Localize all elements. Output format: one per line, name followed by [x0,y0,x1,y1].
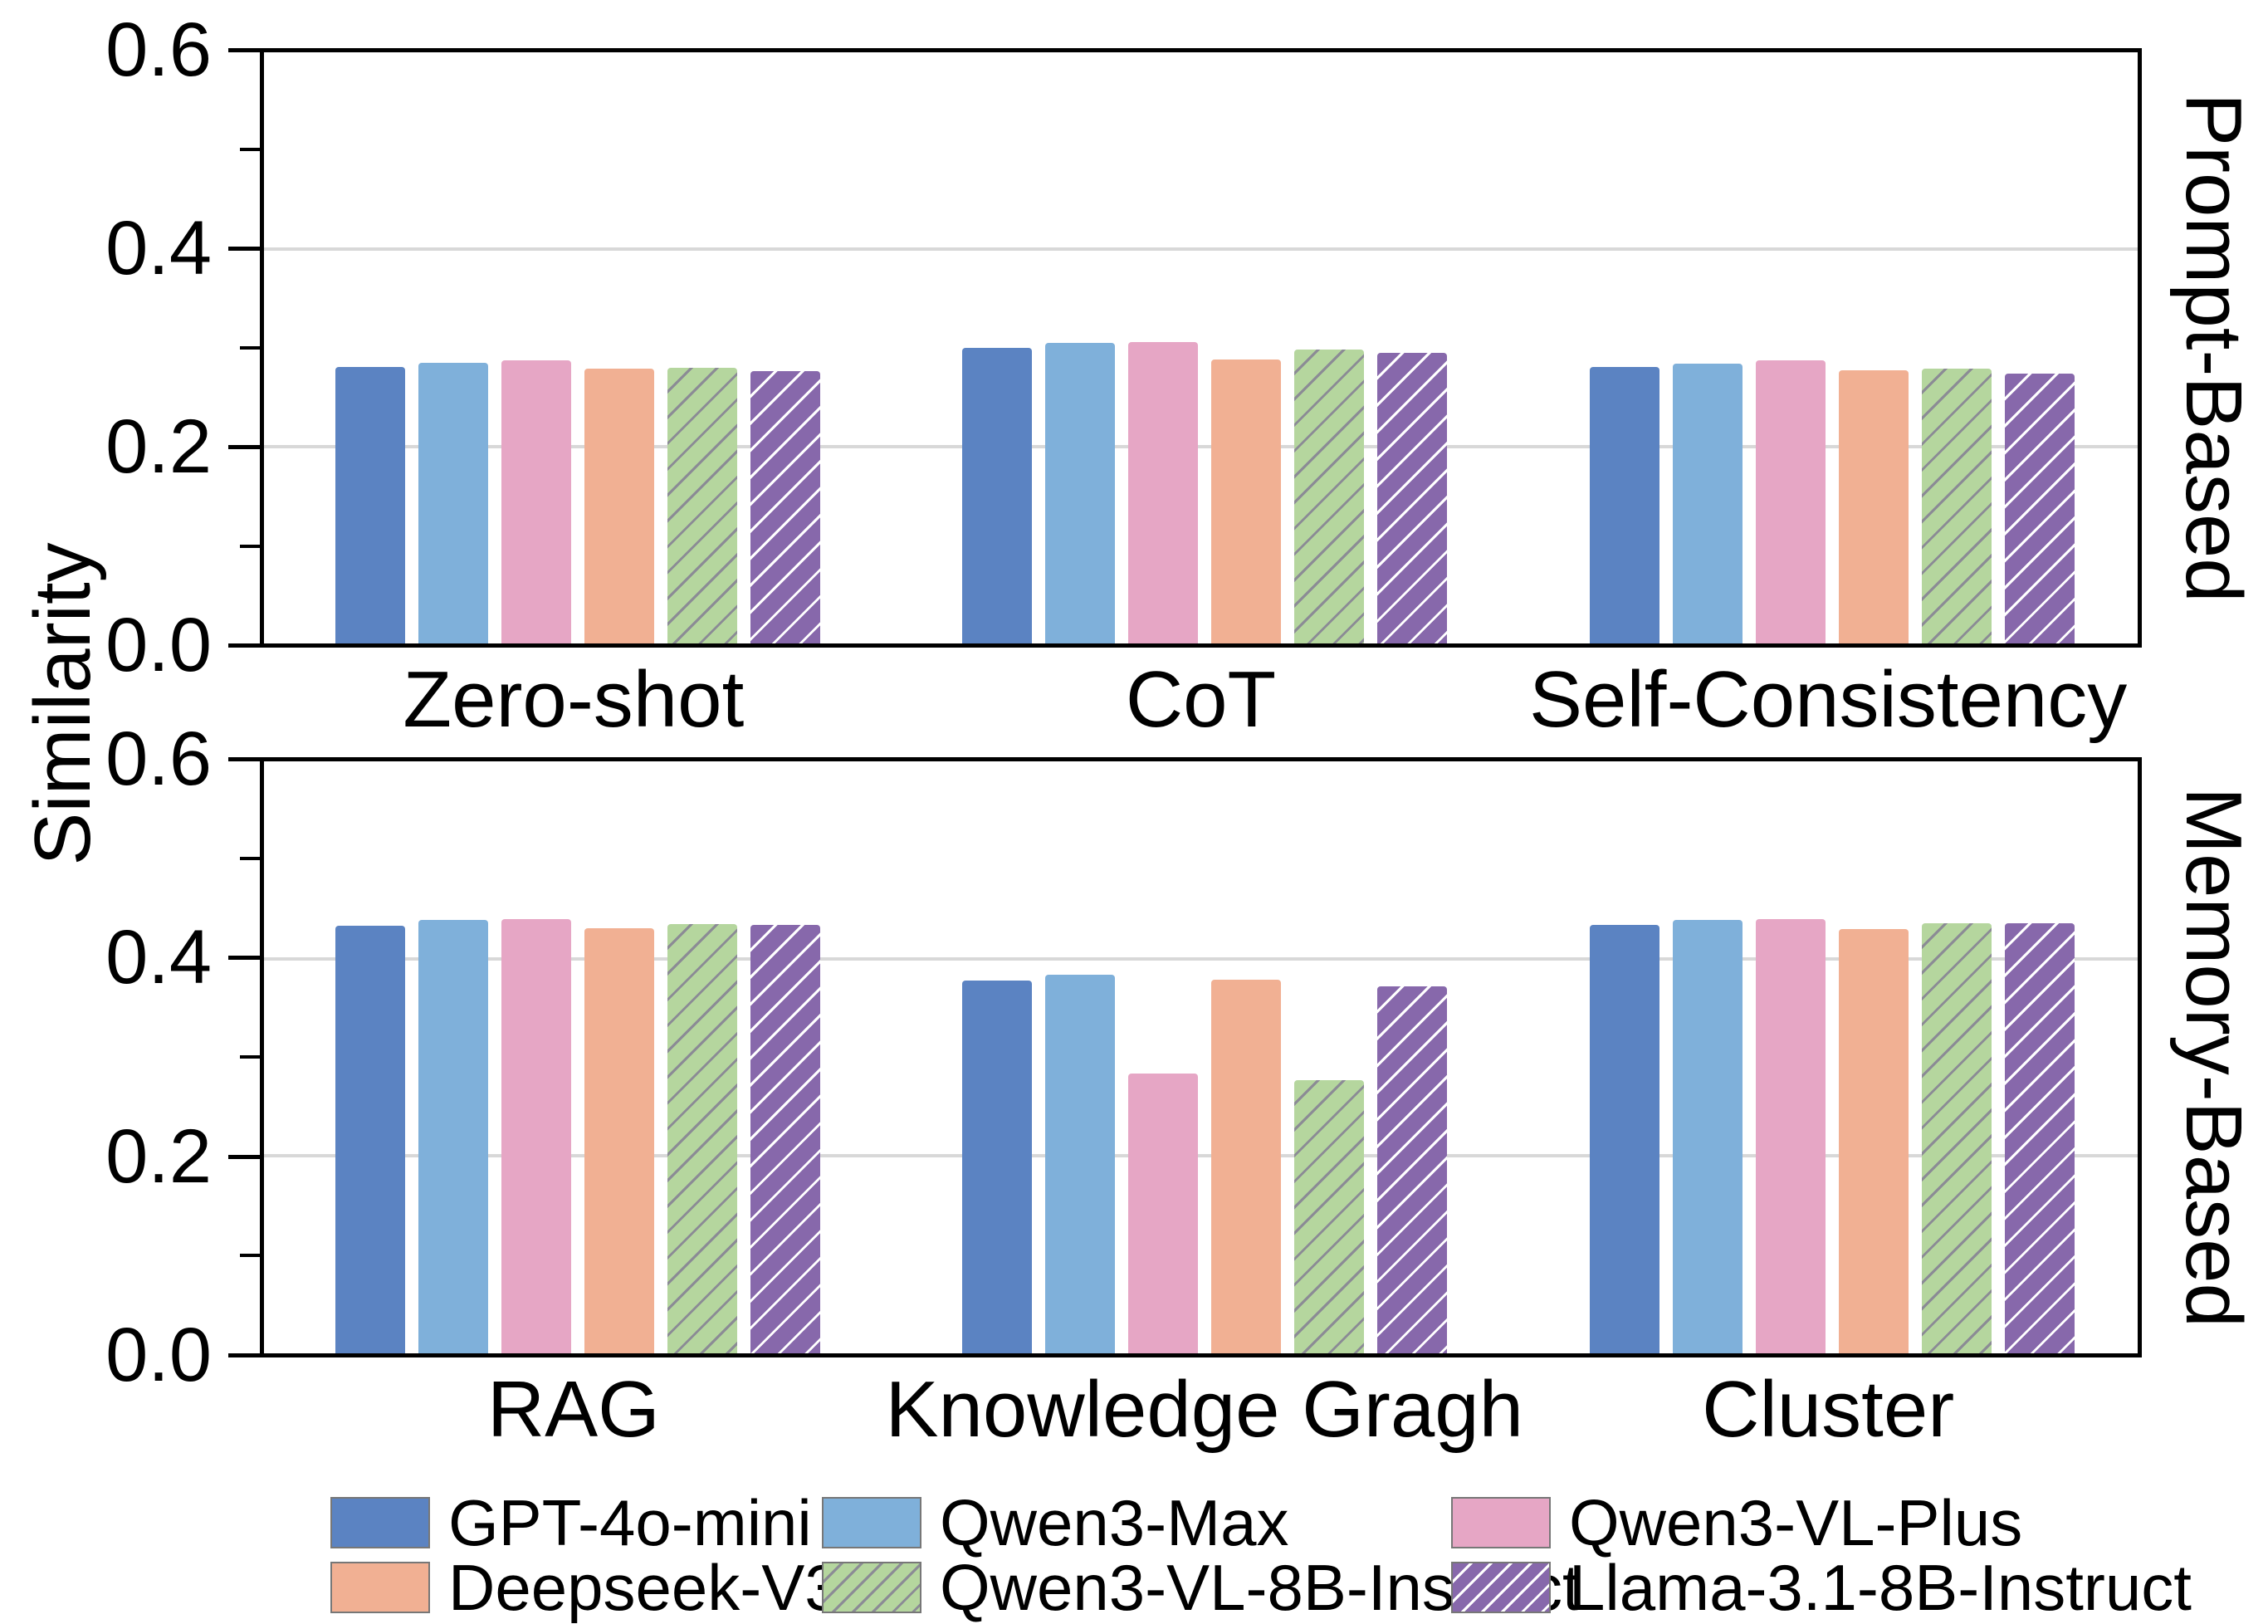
legend-label-Qwen3-Max: Qwen3-Max [940,1486,1289,1559]
legend-swatch-Qwen3-VL-Plus [1451,1497,1551,1548]
bar-Qwen3-Max-Cluster [1673,920,1743,1353]
bar-Llama-3.1-8B-Instruct-Zero-shot [750,371,820,643]
bar-Qwen3-VL-Plus-CoT [1128,341,1199,643]
bar-Qwen3-VL-Plus-Zero-shot [501,360,571,643]
bar-Qwen3-VL-8B-Instruct-CoT [1294,350,1365,643]
y-tick-minor-0.5 [240,147,260,151]
chart-legend: GPT-4o-mini Qwen3-Max Qwen3-VL-Plus Deepsee… [330,1486,2192,1624]
legend-item-Qwen3-Max: Qwen3-Max [822,1486,1451,1559]
bar-Qwen3-Max-CoT [1045,343,1116,643]
y-tick-minor-0.3 [240,1055,260,1059]
legend-item-GPT-4o-mini: GPT-4o-mini [330,1486,822,1559]
legend-item-Llama-3.1-8B-Instruct: Llama-3.1-8B-Instruct [1451,1551,2192,1624]
bar-Qwen3-VL-8B-Instruct-Cluster [1922,922,1992,1353]
x-category-label-CoT: CoT [1125,655,1277,744]
gridline-y-0.4 [264,956,2138,961]
y-tick-label-0.6: 0.6 [105,7,212,92]
y-tick-label-0.6: 0.6 [105,717,212,801]
bar-Qwen3-VL-Plus-Knowledge Gragh [1128,1073,1199,1353]
bar-group-Zero-shot [264,52,892,643]
x-category-label-Self-Consistency: Self-Consistency [1529,655,2128,744]
bar-group-CoT [892,52,1519,643]
bottom-panel-row-label: Memory-Based [2169,787,2258,1328]
bar-Qwen3-VL-8B-Instruct-Zero-shot [667,367,737,643]
bar-Qwen3-VL-Plus-Cluster [1756,919,1826,1353]
legend-label-Qwen3-VL-Plus: Qwen3-VL-Plus [1569,1486,2023,1559]
bar-Deepseek-V3.2-Cluster [1839,929,1909,1353]
legend-swatch-Qwen3-Max [822,1497,921,1548]
gridline-y-0.2 [264,444,2138,448]
x-category-label-RAG: RAG [486,1365,660,1454]
gridline-y-0.2 [264,1154,2138,1158]
y-tick-label-0.4: 0.4 [105,206,212,291]
y-tick-major-0.6 [228,757,260,761]
y-tick-major-0.2 [228,1154,260,1159]
bar-GPT-4o-mini-RAG [335,926,405,1353]
y-tick-minor-0.3 [240,345,260,350]
bar-Deepseek-V3.2-CoT [1211,360,1282,643]
bar-Qwen3-VL-8B-Instruct-RAG [667,924,737,1353]
bar-Deepseek-V3.2-RAG [584,927,654,1353]
y-tick-label-0.2: 0.2 [105,1113,212,1199]
bar-Deepseek-V3.2-Zero-shot [584,368,654,643]
y-tick-major-0.2 [228,445,260,449]
legend-swatch-Deepseek-V3.2 [330,1562,430,1613]
gridline-y-0.4 [264,247,2138,252]
y-tick-label-0.0: 0.0 [105,1313,212,1397]
y-tick-minor-0.5 [240,856,260,860]
legend-item-Qwen3-VL-8B-Instruct: Qwen3-VL-8B-Instruct [822,1555,1581,1620]
legend-swatch-Qwen3-VL-8B-Instruct [822,1562,921,1613]
bar-Llama-3.1-8B-Instruct-CoT [1377,352,1448,643]
legend-label-GPT-4o-mini: GPT-4o-mini [448,1486,812,1559]
x-category-label-Zero-shot: Zero-shot [403,655,745,744]
bar-Qwen3-VL-Plus-Self-Consistency [1756,360,1826,643]
bar-Qwen3-VL-Plus-RAG [501,919,571,1353]
bar-GPT-4o-mini-Cluster [1590,925,1660,1353]
legend-swatch-Llama-3.1-8B-Instruct [1451,1562,1551,1613]
bar-Qwen3-Max-RAG [418,920,488,1353]
bar-Deepseek-V3.2-Self-Consistency [1839,370,1909,643]
bar-group-Cluster [1518,761,2146,1353]
bar-GPT-4o-mini-Self-Consistency [1590,366,1660,643]
x-category-label-Knowledge Gragh: Knowledge Gragh [885,1365,1524,1454]
bar-GPT-4o-mini-Knowledge Gragh [962,980,1033,1353]
y-tick-minor-0.1 [240,544,260,548]
panel-bottom [260,757,2142,1357]
bar-Qwen3-Max-Knowledge Gragh [1045,974,1116,1353]
y-tick-label-0.4: 0.4 [105,915,212,1000]
bar-group-Knowledge Gragh [892,761,1519,1353]
bar-group-RAG [264,761,892,1353]
bar-GPT-4o-mini-Zero-shot [335,366,405,643]
bar-Qwen3-VL-8B-Instruct-Self-Consistency [1922,368,1992,643]
bar-Llama-3.1-8B-Instruct-Cluster [2005,922,2075,1353]
y-tick-major-0.4 [228,956,260,961]
y-tick-label-0.2: 0.2 [105,404,212,489]
y-tick-major-0.6 [228,48,260,52]
legend-item-Deepseek-V3.2: Deepseek-V3.2 [330,1555,895,1620]
y-tick-major-0.0 [228,1353,260,1357]
panel-top [260,48,2142,648]
y-tick-major-0.4 [228,247,260,251]
legend-item-Qwen3-VL-Plus: Qwen3-VL-Plus [1451,1486,2192,1559]
legend-label-Llama-3.1-8B-Instruct: Llama-3.1-8B-Instruct [1569,1551,2192,1624]
bar-Llama-3.1-8B-Instruct-Self-Consistency [2005,373,2075,643]
legend-swatch-GPT-4o-mini [330,1497,430,1548]
y-tick-minor-0.1 [240,1254,260,1258]
y-tick-label-0.0: 0.0 [105,603,212,687]
bar-Qwen3-Max-Zero-shot [418,362,488,643]
bar-Llama-3.1-8B-Instruct-Knowledge Gragh [1377,986,1448,1353]
top-panel-row-label: Prompt-Based [2169,93,2258,603]
bar-Deepseek-V3.2-Knowledge Gragh [1211,979,1282,1353]
bar-Qwen3-Max-Self-Consistency [1673,364,1743,643]
x-category-label-Cluster: Cluster [1702,1365,1955,1454]
bar-Qwen3-VL-8B-Instruct-Knowledge Gragh [1294,1079,1365,1353]
legend-label-Deepseek-V3.2: Deepseek-V3.2 [448,1551,895,1624]
bar-GPT-4o-mini-CoT [962,348,1033,643]
bar-group-Self-Consistency [1518,52,2146,643]
bar-Llama-3.1-8B-Instruct-RAG [750,925,820,1353]
y-tick-major-0.0 [228,643,260,648]
